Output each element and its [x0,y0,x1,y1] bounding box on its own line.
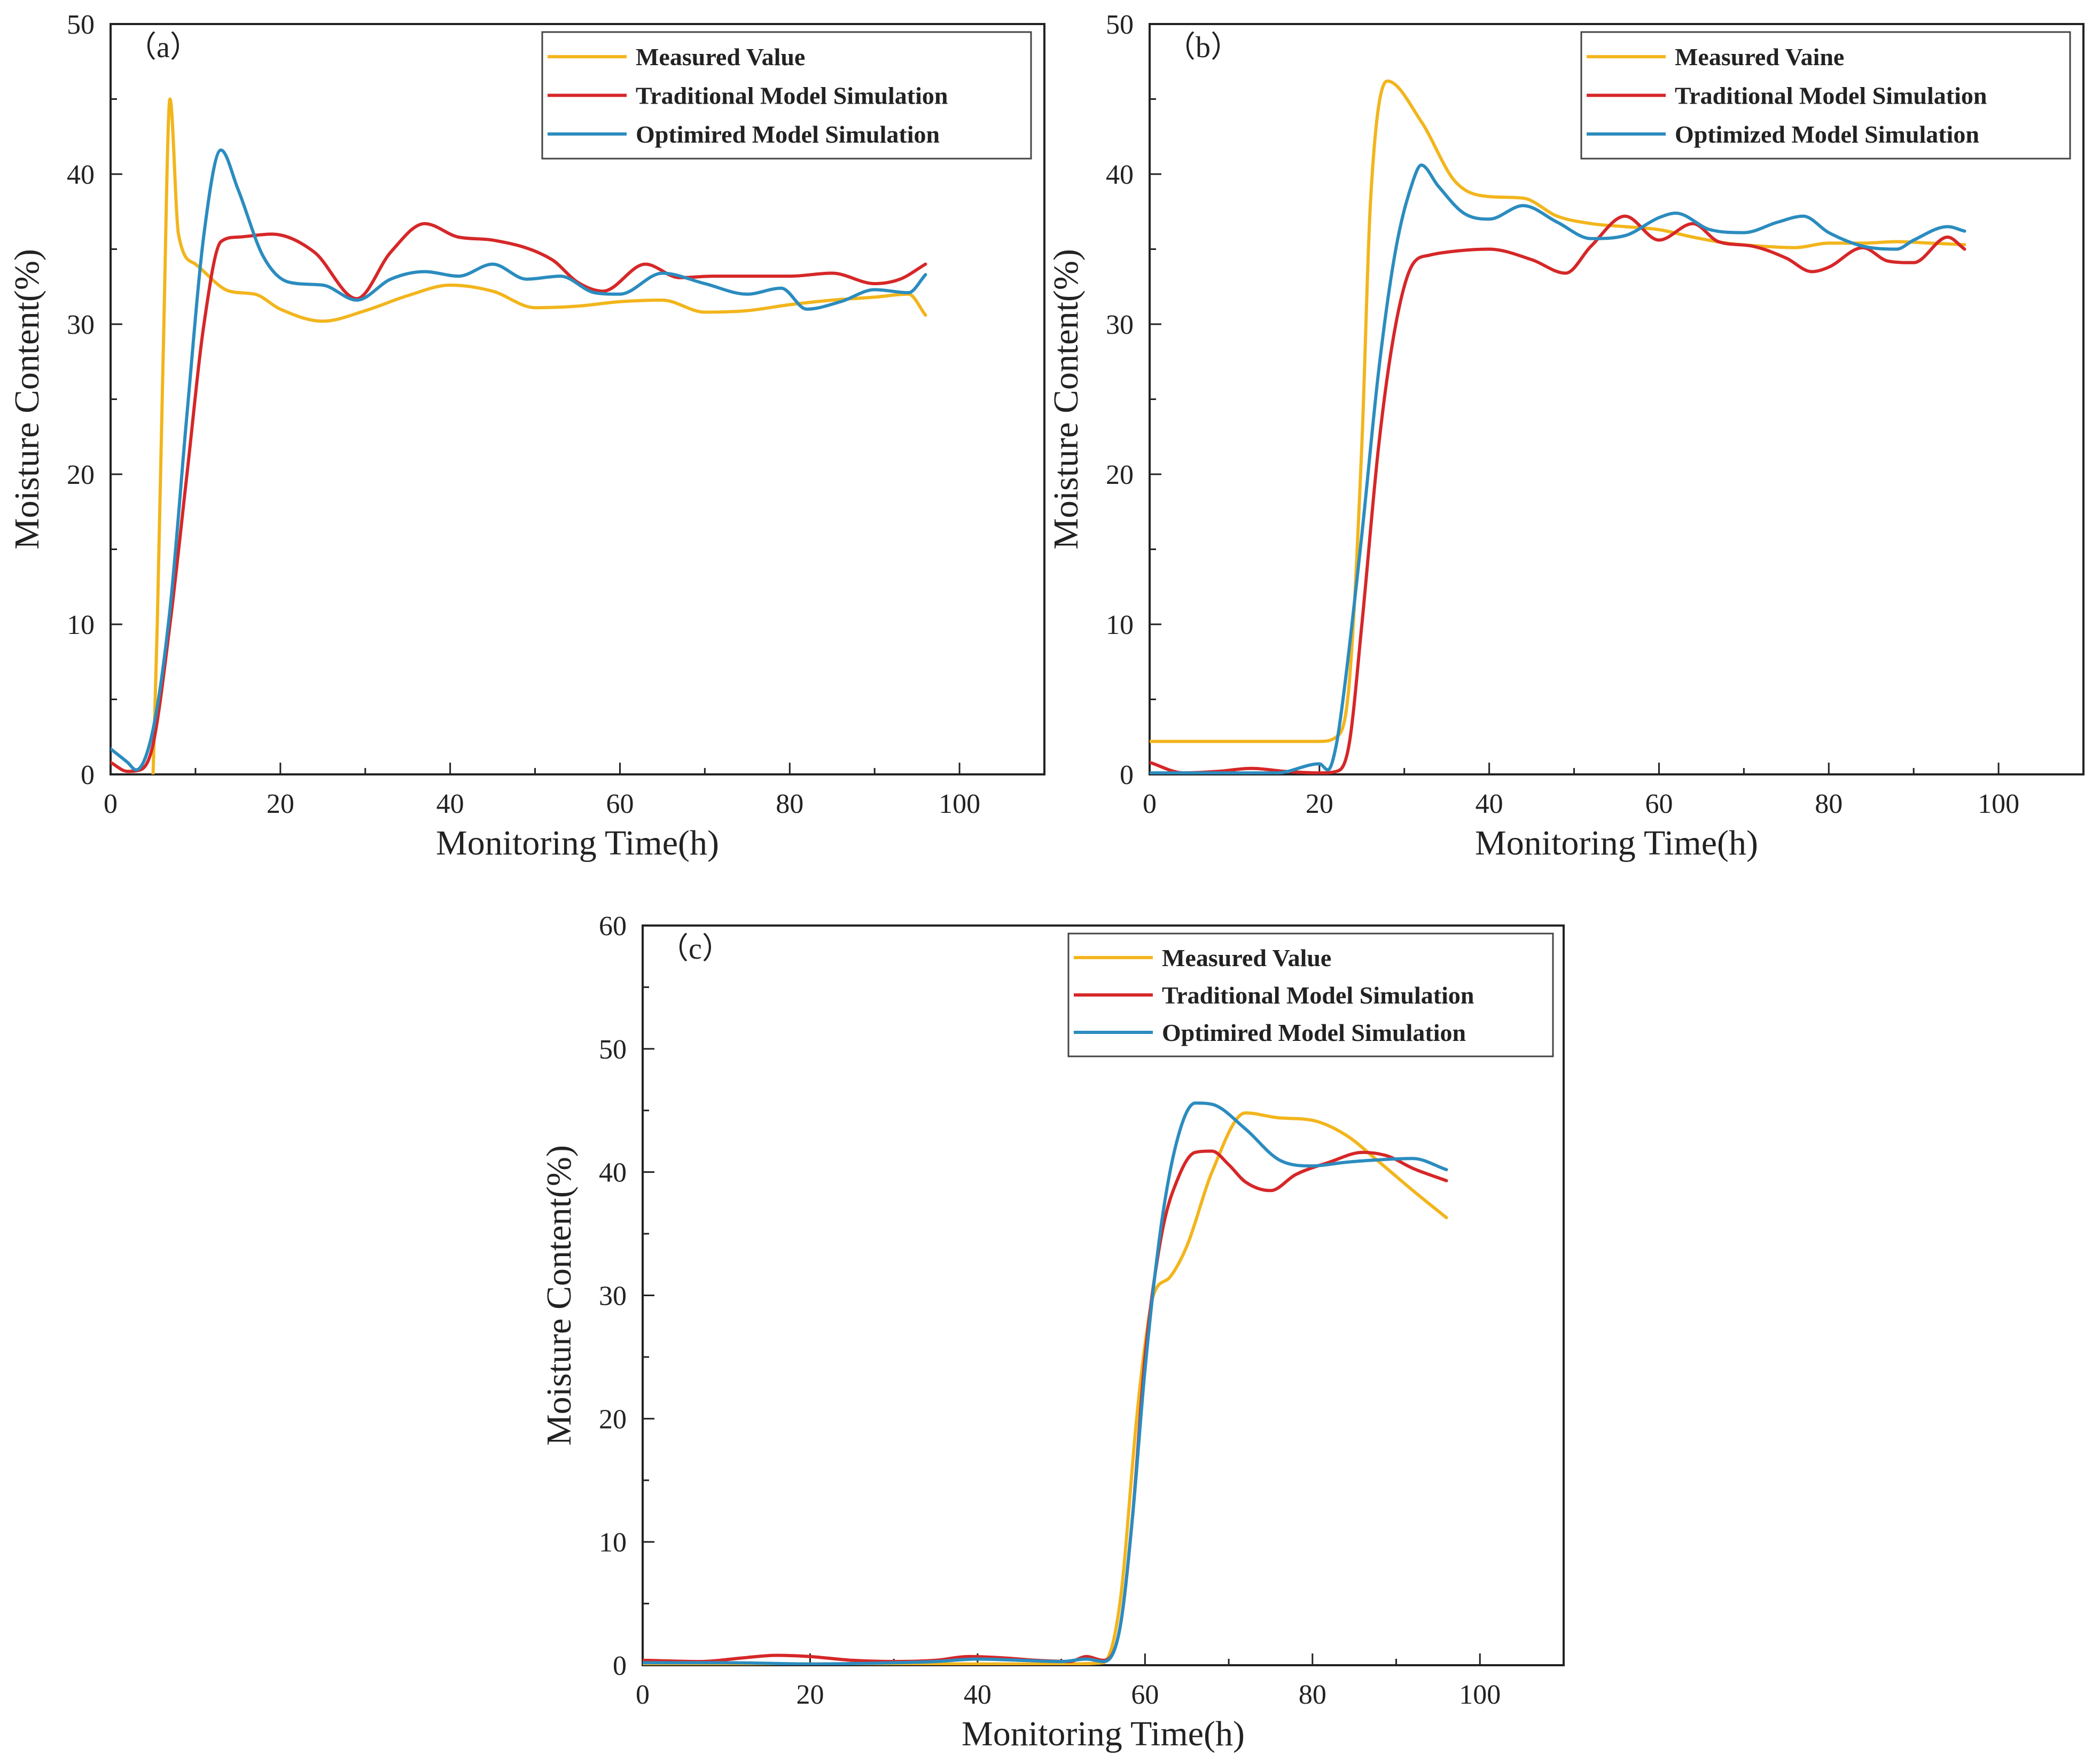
legend-label: Traditional Model Simulation [636,82,948,109]
x-tick-label: 20 [1306,789,1333,819]
legend-label: Optimired Model Simulation [636,121,940,148]
x-tick-label: 40 [1476,789,1503,819]
x-tick-label: 100 [939,789,980,819]
x-tick-label: 60 [1645,789,1673,819]
series-line-measured [1150,79,1966,743]
x-tick-label: 0 [636,1680,650,1710]
y-axis-title: Moisture Content(%) [540,1145,579,1446]
y-axis-title: Moisture Content(%) [1047,249,1086,550]
panel-label: （a） [127,31,200,64]
y-tick-label: 30 [67,310,95,340]
y-tick-label: 20 [599,1404,627,1434]
y-tick-label: 40 [599,1158,627,1188]
x-tick-label: 80 [776,789,803,819]
y-tick-label: 20 [67,460,95,490]
x-tick-label: 100 [1459,1680,1501,1710]
y-tick-label: 40 [67,160,95,190]
x-tick-label: 0 [1143,789,1157,819]
x-axis-title: Monitoring Time(h) [962,1714,1245,1753]
y-tick-label: 10 [67,610,95,640]
x-tick-label: 20 [796,1680,824,1710]
x-tick-label: 40 [436,789,464,819]
x-tick-label: 80 [1299,1680,1326,1710]
series-line-optimized [111,148,927,772]
y-tick-label: 50 [67,10,95,40]
y-tick-label: 10 [1106,610,1134,640]
y-tick-label: 30 [1106,310,1134,340]
x-axis-title: Monitoring Time(h) [436,824,719,863]
x-axis-title: Monitoring Time(h) [1475,824,1758,863]
y-tick-label: 50 [599,1034,627,1065]
series-line-traditional [111,222,927,773]
y-tick-label: 0 [81,760,95,790]
y-tick-label: 10 [599,1527,627,1558]
legend-label: Measured Value [636,43,805,70]
y-tick-label: 20 [1106,460,1134,490]
legend-label: Optimized Model Simulation [1675,121,1979,148]
x-tick-label: 80 [1815,789,1843,819]
series-line-traditional [1150,214,1966,774]
x-tick-label: 60 [1131,1680,1159,1710]
y-axis-title: Moisture Content(%) [7,249,46,550]
y-tick-label: 0 [613,1651,627,1681]
x-tick-label: 0 [104,789,118,819]
chart-panel-2: 0 20 40 60 80 100 0 10 20 30 40 50 Monitoring Time(h… [1047,10,2085,863]
legend: Measured Value Traditional Model Simulati… [541,31,1032,160]
panel-label: （b） [1166,31,1240,64]
legend-label: Traditional Model Simulation [1675,82,1987,109]
series-line-optimized [643,1101,1448,1665]
y-tick-label: 0 [1120,760,1134,790]
legend: Measured Vaine Traditional Model Simulati… [1580,31,2071,160]
y-tick-label: 30 [599,1281,627,1312]
legend-label: Traditional Model Simulation [1162,982,1474,1009]
chart-panel-3: 0 20 40 60 80 100 0 10 20 30 40 50 60 Monitoring Time… [540,911,1565,1753]
legend-label: Measured Vaine [1675,43,1844,70]
y-tick-label: 50 [1106,10,1134,40]
x-tick-label: 40 [964,1680,992,1710]
series-line-optimized [1150,163,1966,774]
x-tick-label: 60 [606,789,634,819]
chart-panel-1: 0 20 40 60 80 100 0 10 20 30 40 50 Monitoring Time(h… [7,10,1045,863]
y-tick-label: 40 [1106,160,1134,190]
panel-label: （c） [659,932,732,966]
legend-label: Optimired Model Simulation [1162,1019,1466,1046]
x-tick-label: 100 [1978,789,2019,819]
legend-label: Measured Value [1162,944,1331,971]
x-tick-label: 20 [267,789,294,819]
y-tick-label: 60 [599,911,627,942]
series-line-measured [151,97,927,774]
legend: Measured Value Traditional Model Simulati… [1067,932,1554,1057]
